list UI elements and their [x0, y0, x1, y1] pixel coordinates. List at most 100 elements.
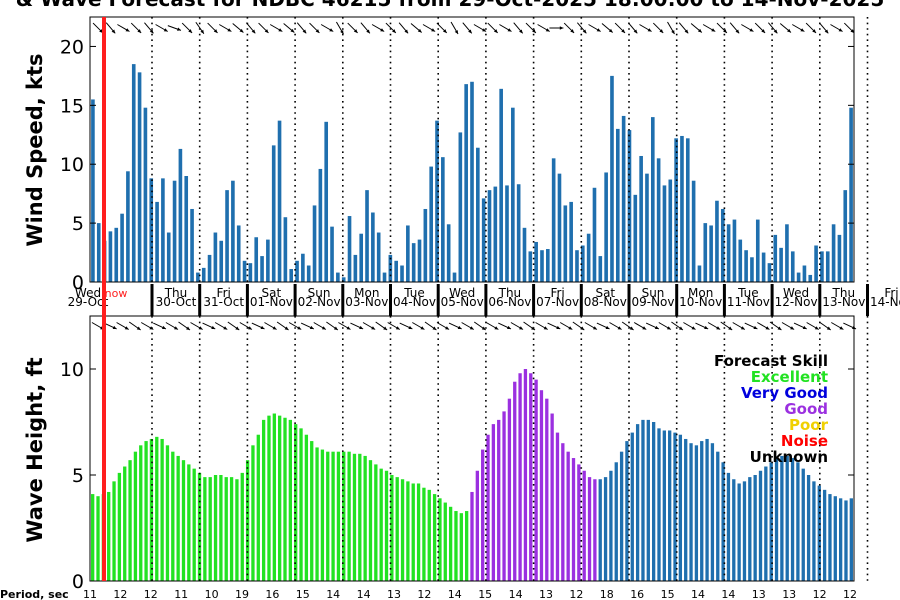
wave-bar	[443, 502, 447, 581]
direction-arrow	[830, 24, 843, 32]
wave-bar	[641, 419, 645, 581]
wind-bar	[126, 171, 130, 282]
wind-bar	[207, 254, 212, 282]
wind-bar	[260, 256, 264, 282]
wave-height-panel: 0 5 10 Wave Height, ft Forecast Skill Exce…	[23, 315, 869, 593]
direction-arrow	[92, 22, 104, 34]
date-label: 07-Nov	[536, 295, 579, 309]
direction-arrow	[117, 24, 130, 32]
wind-bar	[266, 239, 270, 282]
wave-bar	[651, 422, 656, 581]
wind-bar	[837, 234, 842, 282]
day-of-week-label: Sat	[595, 286, 615, 300]
wind-bar	[528, 251, 533, 282]
wind-bar	[166, 232, 171, 282]
wave-bar	[769, 462, 773, 581]
wind-y-axis-label: Wind Speed, kts	[23, 53, 47, 246]
wave-bar	[229, 477, 234, 581]
wind-bar	[429, 166, 433, 282]
wave-bar	[582, 470, 586, 581]
wind-bar	[96, 223, 101, 282]
wind-bar	[423, 208, 428, 282]
wind-bar	[557, 173, 562, 282]
direction-arrow	[167, 25, 182, 31]
wave-bar	[283, 417, 287, 581]
direction-arrow	[424, 321, 437, 331]
direction-arrow	[155, 24, 168, 32]
day-of-week-label: Fri	[550, 286, 564, 300]
wind-speed-panel: 0 5 10 15 20 Wind Speed, kts	[23, 16, 869, 294]
date-label: 30-Oct	[156, 295, 197, 309]
period-value: 12	[417, 588, 431, 600]
wind-bar	[242, 260, 247, 282]
direction-arrow	[754, 22, 766, 34]
direction-arrow	[658, 322, 672, 330]
direction-arrow	[588, 24, 601, 32]
period-value: 14	[448, 588, 462, 600]
wind-bar	[446, 224, 451, 282]
wave-bar	[144, 441, 148, 581]
direction-arrow	[195, 21, 205, 35]
direction-arrow	[283, 23, 295, 33]
direction-arrow	[707, 322, 721, 330]
date-label: 04-Nov	[393, 295, 436, 309]
wind-bar	[213, 232, 218, 282]
direction-arrow	[510, 322, 524, 330]
date-label: 02-Nov	[298, 295, 341, 309]
wind-bar	[685, 138, 690, 282]
direction-arrow	[667, 21, 675, 35]
direction-arrow	[387, 322, 401, 330]
wave-bar	[427, 489, 431, 581]
period-value: 12	[813, 588, 827, 600]
date-label: 05-Nov	[441, 295, 484, 309]
date-label: 14-Nov	[870, 295, 900, 309]
wind-bar	[120, 213, 124, 282]
wind-bar	[476, 147, 480, 282]
wind-bar	[458, 132, 463, 282]
wave-bar	[817, 485, 821, 581]
wind-bar	[668, 179, 673, 282]
wave-bar	[454, 511, 458, 581]
wave-bar	[710, 443, 715, 581]
direction-arrow	[819, 321, 832, 331]
legend-item: Good	[784, 400, 828, 418]
date-label: 10-Nov	[679, 295, 722, 309]
wind-bar	[744, 250, 748, 282]
wind-bar	[371, 212, 375, 282]
wave-bar	[197, 472, 202, 581]
wave-bar	[422, 487, 426, 581]
wave-bar	[753, 475, 757, 581]
direction-arrow	[535, 322, 548, 330]
wind-bar	[470, 81, 474, 282]
wind-bar	[359, 233, 363, 282]
wave-bar	[716, 451, 720, 581]
wind-bar	[161, 178, 165, 282]
wind-bar	[534, 241, 538, 282]
day-label-strip: Wed29-OctThu30-OctFri31-OctSat01-NovSun0…	[68, 281, 900, 316]
wave-bar	[838, 498, 843, 581]
wave-bar	[689, 443, 693, 581]
wave-bar	[245, 460, 250, 581]
wind-bar	[318, 168, 323, 282]
direction-arrow	[350, 322, 364, 330]
wind-y-tick-label: 20	[60, 36, 84, 58]
wind-bar	[137, 72, 142, 282]
wave-bar	[347, 451, 351, 581]
direction-arrow	[805, 22, 817, 34]
day-of-week-label: Thu	[832, 286, 856, 300]
now-line	[102, 17, 106, 581]
wave-bar	[764, 466, 768, 581]
wind-bar	[598, 256, 603, 282]
wind-bar	[131, 64, 136, 282]
wave-bar	[684, 438, 688, 581]
direction-arrow	[767, 22, 778, 34]
direction-arrow	[792, 24, 805, 32]
wind-bar	[546, 249, 550, 282]
wave-direction-arrows	[91, 321, 857, 331]
wave-bar	[400, 479, 405, 581]
direction-arrow	[165, 322, 179, 330]
wave-bar	[240, 472, 244, 581]
direction-arrow	[258, 22, 269, 34]
wave-bar	[304, 434, 309, 581]
direction-arrow	[843, 22, 855, 34]
